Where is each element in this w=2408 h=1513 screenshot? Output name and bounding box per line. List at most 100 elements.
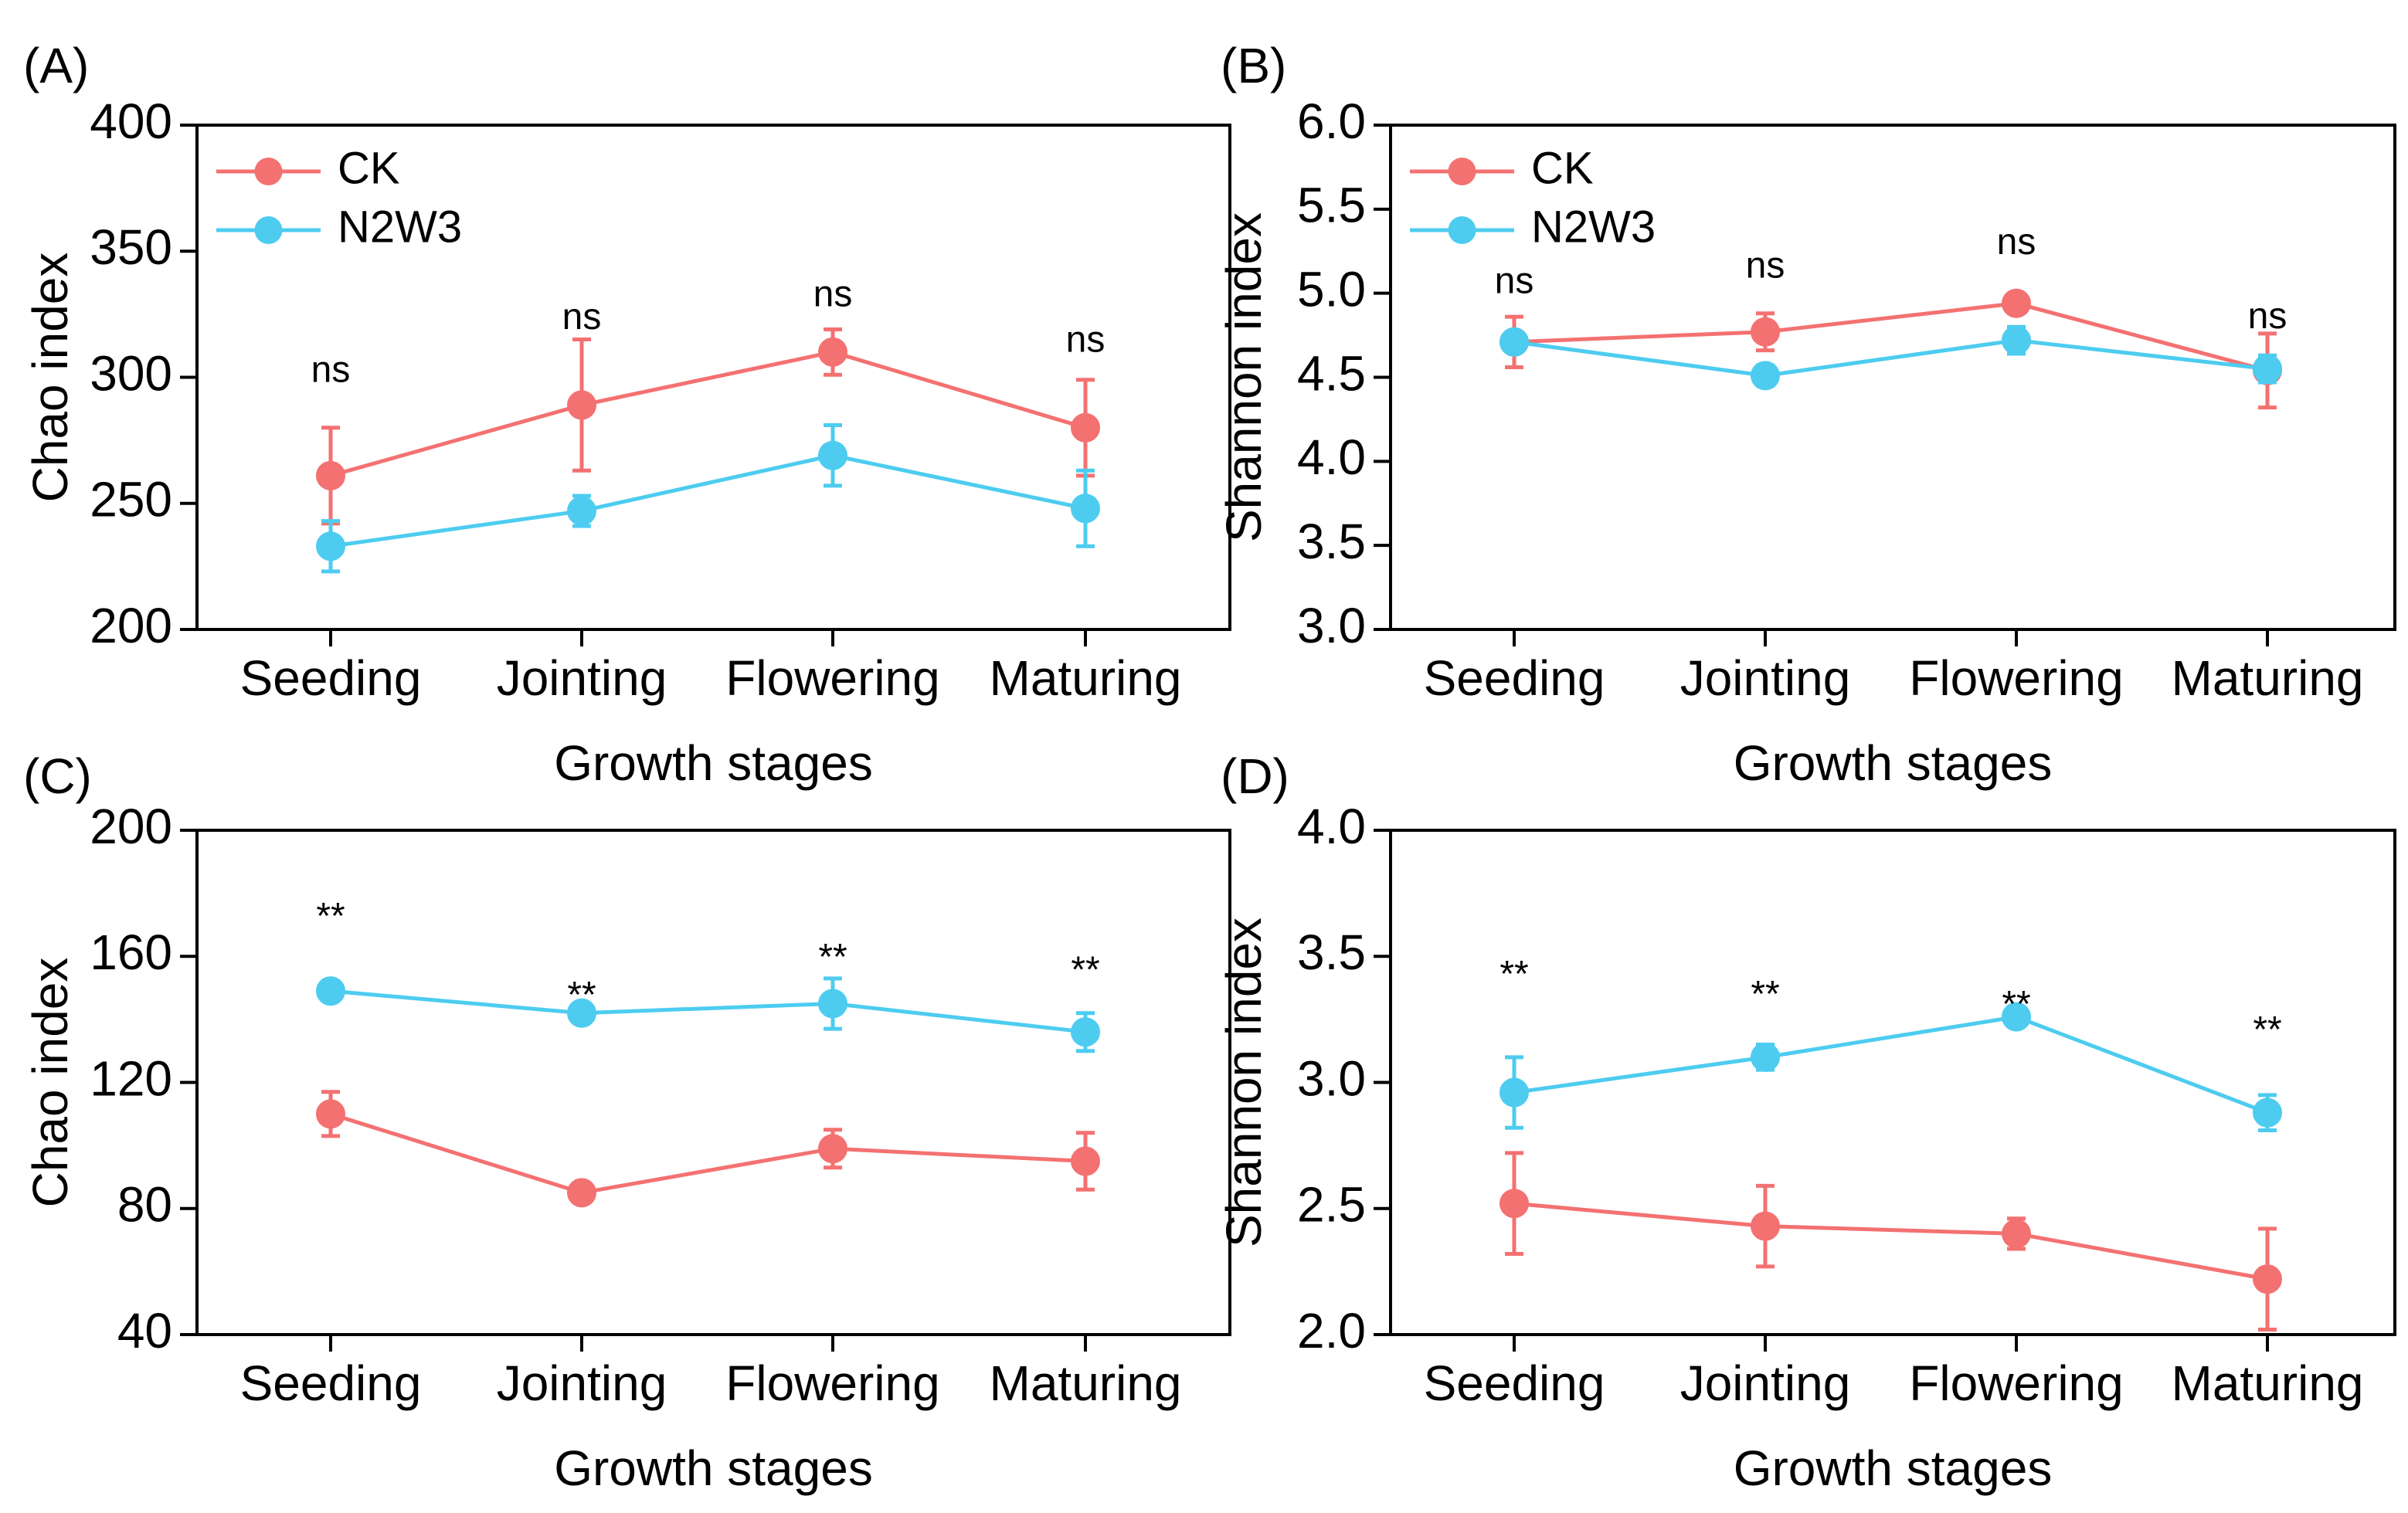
legend-label: CK [338, 143, 400, 193]
significance-label: ** [2002, 984, 2030, 1025]
y-axis: 2.0 2.5 3.0 3.5 4.0 [1297, 799, 1391, 1359]
y-tick-label: 250 [90, 472, 172, 528]
legend-marker [1448, 158, 1476, 185]
data-point [2002, 1002, 2031, 1032]
series-n2w3 [316, 423, 1100, 574]
series-line [1513, 1015, 2268, 1115]
data-point [1499, 1077, 1529, 1108]
legend: CK N2W3 [1410, 143, 1656, 252]
data-point [818, 337, 847, 367]
x-axis: Seeding Jointing Flowering Maturing [240, 629, 1182, 706]
x-axis: Seeding Jointing Flowering Maturing [240, 1335, 1182, 1411]
y-tick-label: 4.0 [1297, 429, 1366, 485]
legend-label: CK [1531, 143, 1594, 193]
legend-marker [254, 216, 283, 244]
panel-label: (A) [23, 38, 89, 93]
legend: CK N2W3 [216, 143, 462, 252]
significance-label: ns [2248, 296, 2287, 337]
data-point [2253, 354, 2282, 384]
y-axis-title: Chao index [22, 958, 78, 1208]
y-tick-label: 3.0 [1297, 598, 1366, 653]
significance-label: ns [311, 350, 351, 391]
series-ck [316, 1090, 1100, 1208]
legend-marker [1448, 216, 1476, 244]
series-line [1513, 338, 2268, 378]
y-tick-label: 3.0 [1297, 1050, 1366, 1106]
y-tick-label: 4.5 [1297, 345, 1366, 401]
x-tick-label: Seeding [240, 1355, 422, 1411]
y-axis-title: Shannon index [1216, 212, 1272, 542]
significance-label: ** [1499, 954, 1528, 995]
panel-c: (C) 40 80 120 160 200 Seeding Jointing Flowering… [22, 748, 1231, 1496]
data-point [2253, 1264, 2282, 1294]
significance-label: ns [1746, 246, 1785, 287]
data-point [567, 998, 596, 1028]
data-point [567, 390, 596, 420]
panel-label: (B) [1221, 38, 1286, 93]
data-point [316, 976, 345, 1006]
significance-label: ns [1495, 260, 1534, 301]
data-point [2002, 325, 2031, 355]
series-n2w3 [1499, 1002, 2282, 1133]
x-tick-label: Maturing [2172, 1355, 2364, 1411]
panel-label: (D) [1221, 748, 1289, 804]
x-tick-label: Seeding [240, 650, 422, 706]
data-point [567, 496, 596, 526]
data-point [316, 531, 345, 561]
x-tick-label: Seeding [1424, 650, 1605, 706]
panel-label: (C) [23, 748, 92, 804]
data-point [1499, 1189, 1529, 1219]
y-tick-label: 2.5 [1297, 1177, 1366, 1233]
y-tick-label: 300 [90, 345, 172, 401]
significance-label: ** [567, 975, 596, 1016]
data-point [316, 460, 345, 490]
x-axis-title: Growth stages [1734, 735, 2053, 791]
significance-label: ** [1071, 949, 1099, 990]
y-tick-label: 400 [90, 93, 172, 149]
x-tick-label: Jointing [1680, 650, 1851, 706]
y-tick-label: 5.5 [1297, 178, 1366, 233]
series-line [330, 1111, 1086, 1195]
series-ck [1499, 1151, 2282, 1332]
significance-label: ns [813, 274, 853, 315]
x-tick-label: Seeding [1424, 1355, 1605, 1411]
data-point [1751, 1211, 1780, 1241]
significance-label: ns [562, 297, 602, 338]
significance-label: ** [2253, 1009, 2281, 1050]
y-tick-label: 120 [90, 1050, 172, 1106]
series-n2w3 [316, 976, 1100, 1053]
data-point [1071, 1146, 1100, 1176]
x-axis-title: Growth stages [554, 1440, 873, 1496]
y-tick-label: 2.0 [1297, 1303, 1366, 1359]
series-line [330, 350, 1086, 478]
data-point [1071, 412, 1100, 443]
legend-label: N2W3 [338, 202, 462, 252]
y-tick-label: 5.0 [1297, 262, 1366, 317]
data-point [1751, 361, 1780, 391]
y-axis-title: Chao index [22, 253, 78, 503]
y-tick-label: 4.0 [1297, 799, 1366, 854]
significance-label: ** [818, 937, 847, 978]
y-tick-label: 160 [90, 924, 172, 980]
panel-a: (A) 200 250 300 350 400 Seeding Jointing Floweri… [22, 38, 1231, 791]
x-tick-label: Flowering [1909, 1355, 2123, 1411]
data-point [2002, 1219, 2031, 1249]
data-point [1071, 494, 1100, 524]
x-tick-label: Flowering [725, 650, 939, 706]
series-n2w3 [1499, 324, 2282, 391]
y-tick-label: 200 [90, 598, 172, 653]
plot-frame [1389, 829, 2396, 1336]
x-tick-label: Maturing [990, 650, 1182, 706]
data-point [1071, 1017, 1100, 1047]
plot-frame [195, 829, 1231, 1336]
x-tick-label: Maturing [2172, 650, 2364, 706]
significance-label: ** [316, 896, 345, 937]
panel-b: (B) 3.0 3.5 4.0 4.5 5.0 5.5 6.0 Seeding Jointing F… [1216, 38, 2396, 791]
significance-label: ns [1066, 319, 1106, 360]
series-line [1513, 1201, 2268, 1281]
x-tick-label: Flowering [725, 1355, 939, 1411]
y-tick-label: 3.5 [1297, 924, 1366, 980]
x-axis: Seeding Jointing Flowering Maturing [1424, 629, 2364, 706]
data-point [1751, 317, 1780, 347]
